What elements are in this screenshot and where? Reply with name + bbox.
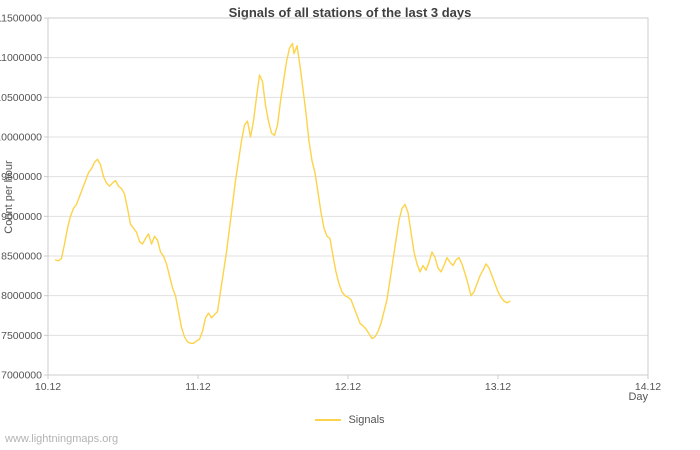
y-tick-label: 11000000: [0, 52, 42, 64]
y-axis-label: Count per hour: [3, 160, 15, 234]
signals-line: [54, 42, 511, 344]
y-tick-label: 10000000: [0, 132, 42, 144]
y-tick-label: 7000000: [1, 370, 42, 382]
y-tick-label: 7500000: [1, 330, 42, 342]
y-tick-label: 9000000: [1, 211, 42, 223]
chart-legend: Signals: [0, 414, 700, 426]
legend-label: Signals: [348, 414, 385, 426]
x-axis-label: Day: [628, 391, 648, 403]
x-tick-label: 14.12: [635, 381, 661, 393]
watermark: www.lightningmaps.org: [5, 433, 119, 445]
x-tick-label: 12.12: [335, 381, 361, 393]
x-tick-label: 13.12: [485, 381, 511, 393]
chart-title: Signals of all stations of the last 3 da…: [228, 5, 472, 20]
y-tick-label: 10500000: [0, 92, 42, 104]
x-tick-label: 11.12: [185, 381, 211, 393]
y-tick-label: 9500000: [1, 171, 42, 183]
y-tick-label: 11500000: [0, 13, 42, 25]
y-tick-label: 8000000: [1, 290, 42, 302]
legend-line-swatch: [315, 419, 342, 421]
x-tick-label: 10.12: [35, 381, 61, 393]
plot-border: [47, 17, 649, 376]
y-tick-label: 8500000: [1, 251, 42, 263]
